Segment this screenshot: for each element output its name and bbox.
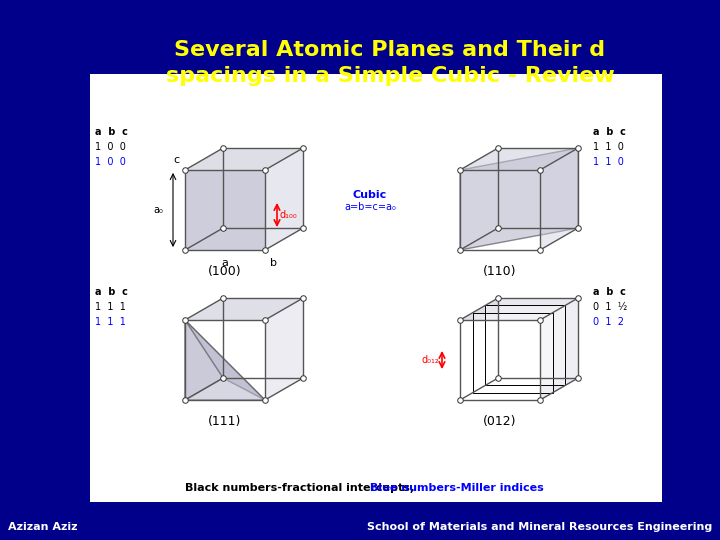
Text: Several Atomic Planes and Their d
spacings in a Simple Cubic - Review: Several Atomic Planes and Their d spacin… bbox=[166, 40, 614, 86]
Text: Cubic: Cubic bbox=[353, 190, 387, 200]
Text: Azizan Aziz: Azizan Aziz bbox=[8, 522, 78, 532]
Text: a₀: a₀ bbox=[153, 205, 163, 215]
Text: (100): (100) bbox=[208, 265, 242, 278]
Text: c: c bbox=[174, 155, 180, 165]
Text: School of Materials and Mineral Resources Engineering: School of Materials and Mineral Resource… bbox=[366, 522, 712, 532]
Text: (110): (110) bbox=[483, 265, 517, 278]
Polygon shape bbox=[185, 320, 265, 400]
Polygon shape bbox=[185, 298, 303, 320]
Text: 1  1  0: 1 1 0 bbox=[593, 142, 624, 152]
Text: 0  1  2: 0 1 2 bbox=[593, 317, 624, 327]
Text: a  b  c: a b c bbox=[95, 127, 128, 137]
Text: 1  1  1: 1 1 1 bbox=[95, 317, 126, 327]
Polygon shape bbox=[265, 148, 303, 250]
Text: a: a bbox=[222, 258, 228, 268]
Polygon shape bbox=[485, 305, 565, 386]
Text: a  b  c: a b c bbox=[593, 127, 626, 137]
Text: a=b=c=a₀: a=b=c=a₀ bbox=[344, 202, 396, 212]
Text: d₀₁₂: d₀₁₂ bbox=[421, 355, 439, 365]
Polygon shape bbox=[185, 320, 223, 400]
Text: 1  1  1: 1 1 1 bbox=[95, 302, 126, 312]
Text: (012): (012) bbox=[483, 415, 517, 428]
Polygon shape bbox=[540, 148, 578, 250]
Polygon shape bbox=[460, 298, 578, 320]
Text: Black numbers-fractional intercepts,: Black numbers-fractional intercepts, bbox=[185, 483, 414, 493]
Text: a  b  c: a b c bbox=[95, 287, 128, 297]
Polygon shape bbox=[498, 298, 578, 378]
Polygon shape bbox=[460, 148, 578, 170]
Polygon shape bbox=[185, 148, 303, 170]
Text: 1  0  0: 1 0 0 bbox=[95, 157, 126, 167]
Text: (111): (111) bbox=[208, 415, 242, 428]
Text: 1  0  0: 1 0 0 bbox=[95, 142, 126, 152]
Polygon shape bbox=[185, 320, 265, 400]
Text: 0  1  ½: 0 1 ½ bbox=[593, 302, 627, 312]
Text: 1  1  0: 1 1 0 bbox=[593, 157, 624, 167]
Polygon shape bbox=[265, 298, 303, 400]
Bar bbox=[90, 74, 662, 502]
Text: a  b  c: a b c bbox=[593, 287, 626, 297]
Text: Blue numbers-Miller indices: Blue numbers-Miller indices bbox=[366, 483, 544, 493]
Text: d₁₀₀: d₁₀₀ bbox=[279, 210, 297, 220]
Text: b: b bbox=[270, 258, 277, 268]
Polygon shape bbox=[185, 170, 265, 250]
Polygon shape bbox=[460, 148, 578, 250]
Polygon shape bbox=[460, 320, 540, 400]
Polygon shape bbox=[540, 298, 578, 400]
Polygon shape bbox=[473, 313, 553, 393]
